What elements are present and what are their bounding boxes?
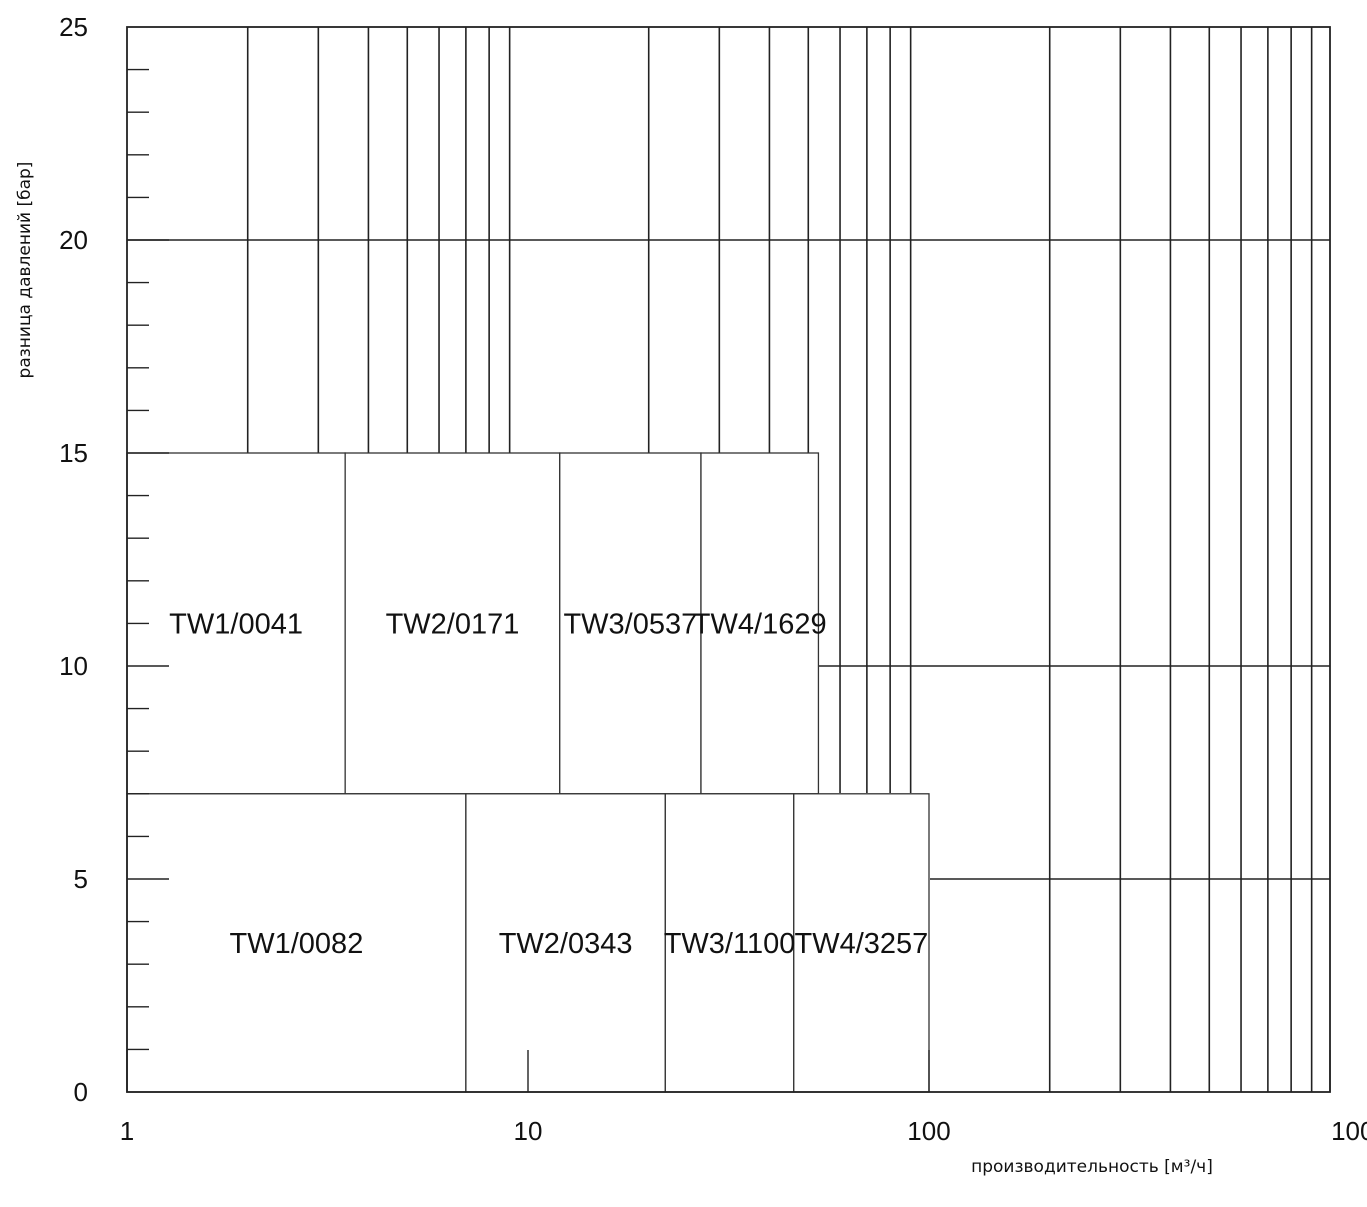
region-label: TW1/0041 <box>169 608 303 640</box>
region-layer <box>126 452 930 1093</box>
region-box <box>664 793 795 1093</box>
grid-layer <box>127 27 1330 1092</box>
region-label: TW3/1100 <box>664 928 796 960</box>
region-label: TW3/0537 <box>563 608 697 640</box>
region-label: TW1/0082 <box>230 928 364 960</box>
x-tick-label: 10 <box>514 1116 543 1146</box>
y-tick-label: 20 <box>59 225 88 255</box>
y-axis-label: разница давлений [бар] <box>15 162 35 379</box>
region-box <box>126 452 346 795</box>
region-box <box>126 793 467 1093</box>
plot-frame <box>126 26 1331 1093</box>
x-tick-label: 100 <box>907 1116 950 1146</box>
y-tick-label: 0 <box>74 1077 88 1107</box>
y-tick-label: 10 <box>59 651 88 681</box>
x-tick-label: 1 <box>120 1116 134 1146</box>
region-box <box>344 452 561 795</box>
region-label: TW2/0343 <box>499 928 633 960</box>
x-axis-label: производительность [м³/ч] <box>971 1157 1213 1177</box>
region-box <box>700 452 820 795</box>
y-tick-label: 5 <box>74 864 88 894</box>
region-box <box>559 452 702 795</box>
x-tick-label: 1000 <box>1331 1116 1367 1146</box>
y-tick-label: 25 <box>59 12 88 42</box>
region-label: TW4/3257 <box>794 928 928 960</box>
y-tick-label: 15 <box>59 438 88 468</box>
region-label: TW4/1629 <box>693 608 827 640</box>
region-box <box>465 793 666 1093</box>
region-label: TW2/0171 <box>386 608 520 640</box>
frame-layer <box>126 26 1331 1093</box>
region-box <box>793 793 930 1093</box>
